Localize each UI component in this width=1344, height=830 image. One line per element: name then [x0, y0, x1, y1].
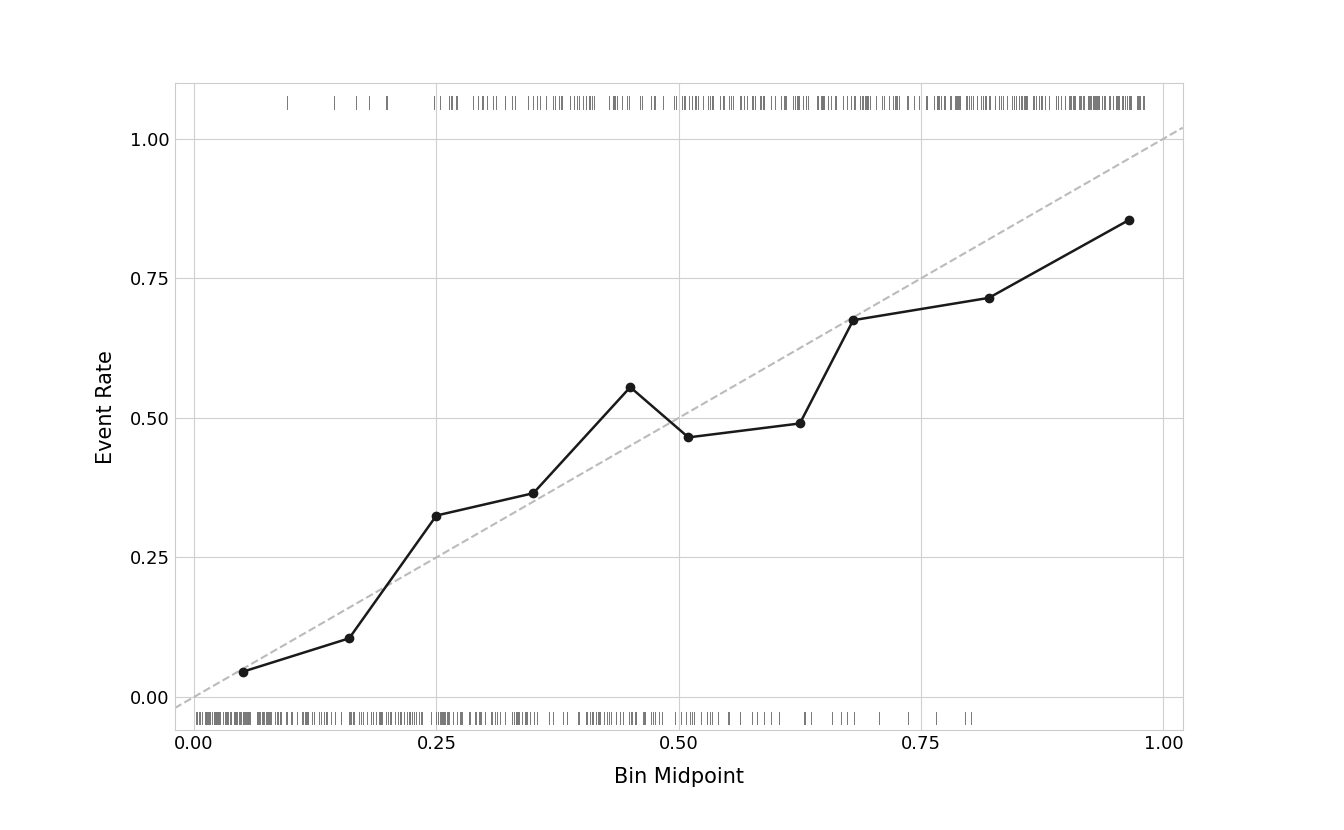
- X-axis label: Bin Midpoint: Bin Midpoint: [614, 767, 743, 787]
- Y-axis label: Event Rate: Event Rate: [95, 349, 116, 464]
